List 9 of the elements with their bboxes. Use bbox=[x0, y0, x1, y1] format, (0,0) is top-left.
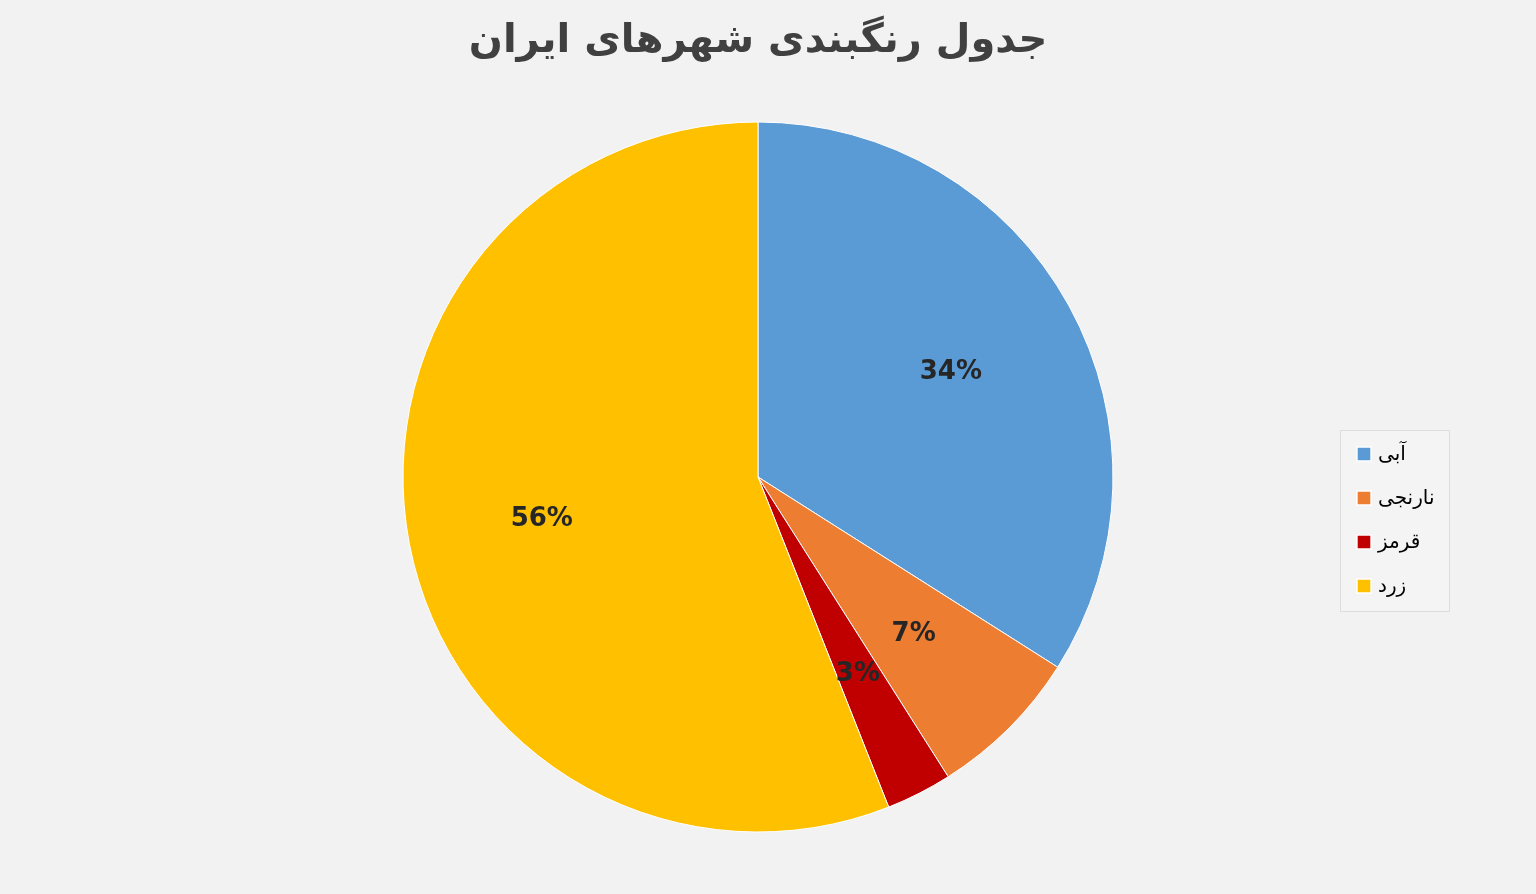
data-label: 7% bbox=[891, 616, 936, 647]
legend-label: قرمز bbox=[1377, 529, 1421, 553]
legend-label: آبی bbox=[1378, 440, 1408, 465]
legend-label: نارنجی bbox=[1378, 485, 1435, 509]
data-label: 56% bbox=[510, 502, 573, 533]
chart-title: جدول رنگبندی شهرهای ایران bbox=[468, 15, 1048, 62]
data-label: 34% bbox=[919, 354, 982, 385]
legend-label: زرد bbox=[1378, 573, 1407, 597]
data-label: 3% bbox=[835, 657, 880, 688]
